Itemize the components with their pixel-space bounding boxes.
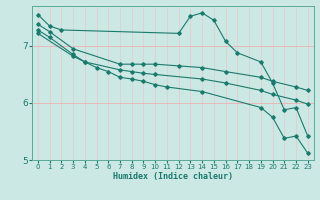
X-axis label: Humidex (Indice chaleur): Humidex (Indice chaleur) bbox=[113, 172, 233, 181]
